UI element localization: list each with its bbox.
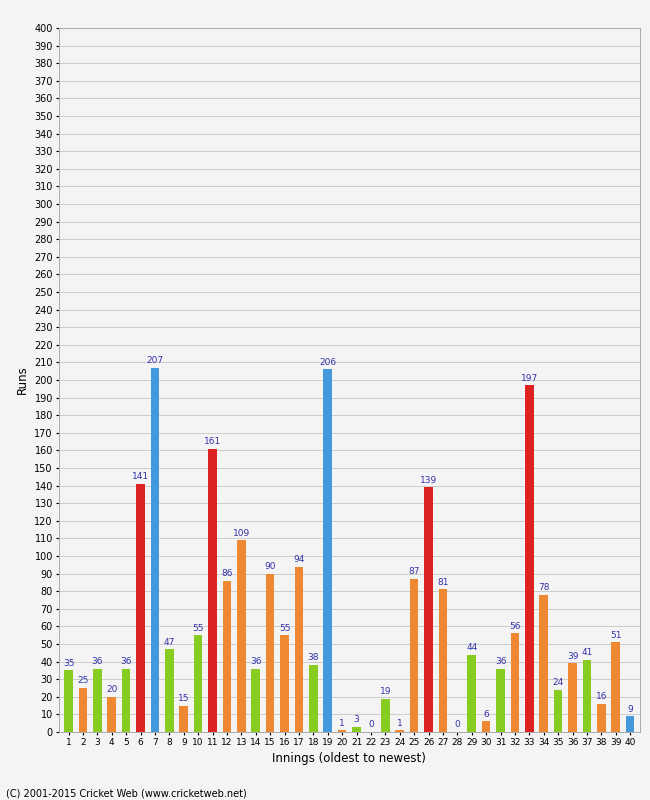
Text: 47: 47 — [164, 638, 175, 646]
Text: 3: 3 — [354, 715, 359, 724]
Bar — [381, 698, 390, 732]
Text: 81: 81 — [437, 578, 448, 587]
Bar — [79, 688, 87, 732]
Bar — [582, 660, 592, 732]
Bar — [338, 730, 346, 732]
Text: 56: 56 — [509, 622, 521, 630]
Bar — [165, 650, 174, 732]
Bar — [151, 368, 159, 732]
Text: 20: 20 — [106, 685, 118, 694]
Bar — [324, 370, 332, 732]
Text: 141: 141 — [132, 472, 149, 481]
Text: 206: 206 — [319, 358, 336, 366]
Text: 0: 0 — [454, 720, 460, 730]
Bar — [496, 669, 505, 732]
Bar — [107, 697, 116, 732]
Bar — [237, 540, 246, 732]
Bar — [309, 665, 318, 732]
Text: 9: 9 — [627, 705, 633, 714]
Bar — [136, 484, 145, 732]
Bar — [64, 670, 73, 732]
Text: 36: 36 — [495, 657, 506, 666]
Bar — [266, 574, 274, 732]
Bar — [208, 449, 217, 732]
Bar — [467, 654, 476, 732]
Text: 35: 35 — [63, 658, 74, 668]
Text: 55: 55 — [279, 623, 291, 633]
Bar — [252, 669, 260, 732]
Text: 6: 6 — [484, 710, 489, 718]
Text: 44: 44 — [466, 643, 477, 652]
Text: 25: 25 — [77, 676, 88, 686]
Text: 24: 24 — [552, 678, 564, 687]
Text: 207: 207 — [146, 356, 164, 365]
Text: 1: 1 — [397, 718, 402, 728]
Bar — [280, 635, 289, 732]
Text: 161: 161 — [204, 437, 221, 446]
Text: 51: 51 — [610, 630, 621, 640]
Text: 41: 41 — [581, 648, 593, 658]
Bar — [122, 669, 131, 732]
Bar — [568, 663, 577, 732]
Bar — [525, 386, 534, 732]
Bar — [482, 722, 491, 732]
Text: 36: 36 — [120, 657, 132, 666]
Text: 36: 36 — [92, 657, 103, 666]
Text: 39: 39 — [567, 652, 578, 661]
Text: 16: 16 — [595, 692, 607, 701]
Bar — [424, 487, 433, 732]
Bar — [597, 704, 606, 732]
Bar — [612, 642, 620, 732]
Text: 55: 55 — [192, 623, 204, 633]
Bar — [179, 706, 188, 732]
Text: 15: 15 — [178, 694, 190, 703]
Text: 19: 19 — [380, 687, 391, 696]
Text: (C) 2001-2015 Cricket Web (www.cricketweb.net): (C) 2001-2015 Cricket Web (www.cricketwe… — [6, 789, 247, 798]
Text: 87: 87 — [408, 567, 420, 576]
Bar — [223, 581, 231, 732]
Bar — [511, 634, 519, 732]
Text: 94: 94 — [293, 555, 305, 564]
Text: 90: 90 — [265, 562, 276, 571]
Y-axis label: Runs: Runs — [16, 366, 29, 394]
Bar — [410, 579, 419, 732]
Text: 86: 86 — [221, 569, 233, 578]
Text: 1: 1 — [339, 718, 345, 728]
Bar — [194, 635, 203, 732]
Bar — [93, 669, 101, 732]
Text: 197: 197 — [521, 374, 538, 382]
Text: 139: 139 — [420, 476, 437, 485]
Bar — [554, 690, 562, 732]
Text: 38: 38 — [307, 654, 319, 662]
Bar — [294, 566, 304, 732]
Text: 36: 36 — [250, 657, 261, 666]
Text: 0: 0 — [368, 720, 374, 730]
Bar — [540, 594, 548, 732]
Bar — [439, 590, 447, 732]
X-axis label: Innings (oldest to newest): Innings (oldest to newest) — [272, 752, 426, 765]
Bar — [626, 716, 634, 732]
Text: 78: 78 — [538, 583, 549, 592]
Bar — [395, 730, 404, 732]
Text: 109: 109 — [233, 529, 250, 538]
Bar — [352, 726, 361, 732]
